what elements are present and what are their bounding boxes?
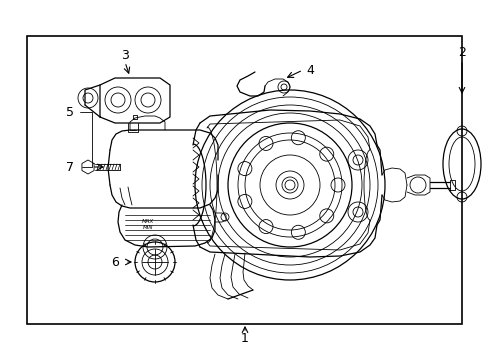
Text: 5: 5 bbox=[66, 105, 74, 118]
Text: MIN: MIN bbox=[142, 225, 153, 230]
Text: 2: 2 bbox=[457, 45, 465, 59]
Text: 1: 1 bbox=[241, 332, 248, 345]
Text: 4: 4 bbox=[305, 63, 313, 77]
Text: 7: 7 bbox=[66, 161, 74, 174]
Text: 3: 3 bbox=[121, 49, 129, 62]
Bar bbox=[27, 36, 461, 324]
Text: 6: 6 bbox=[111, 256, 119, 269]
Text: MAX: MAX bbox=[142, 219, 154, 224]
